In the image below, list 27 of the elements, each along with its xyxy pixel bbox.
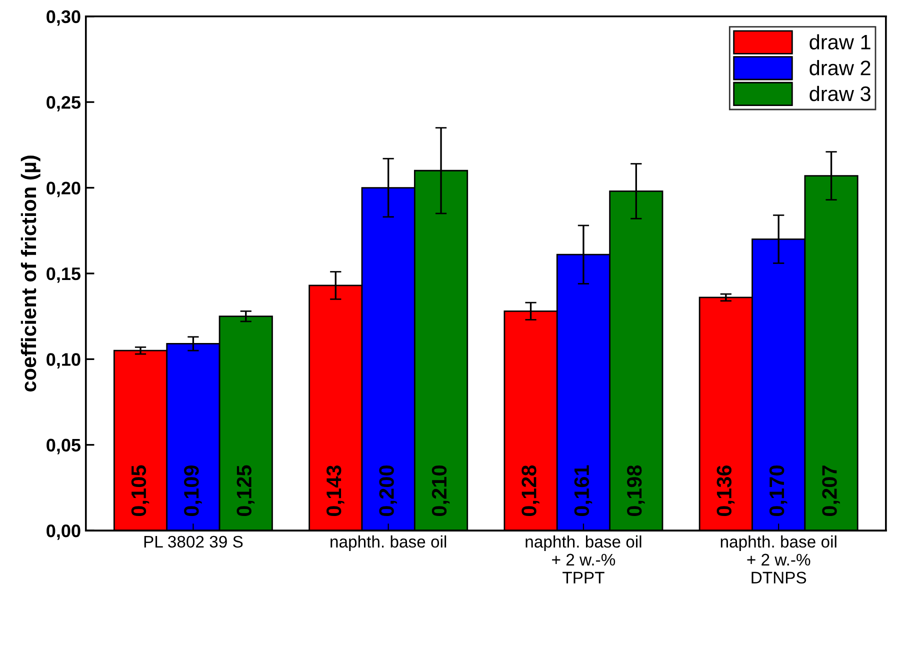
data-label: 0,109 — [184, 465, 202, 516]
y-tick-label: 0,30 — [46, 10, 80, 26]
x-tick-label: naphth. base oil + 2 w.-% DTNPS — [720, 535, 836, 584]
y-tick-label: 0,05 — [46, 438, 81, 454]
data-label: 0,161 — [574, 465, 592, 516]
x-tick-label: PL 3802 39 S — [144, 536, 243, 548]
legend-label: draw 1 — [810, 34, 870, 50]
data-label: 0,125 — [236, 465, 254, 516]
data-label: 0,198 — [626, 465, 645, 516]
data-label: 0,200 — [379, 466, 397, 516]
data-label: 0,105 — [131, 465, 150, 516]
y-tick-label: 0,00 — [46, 524, 80, 540]
data-label: 0,128 — [522, 465, 540, 516]
data-label: 0,143 — [326, 465, 344, 516]
data-label: 0,207 — [822, 466, 840, 516]
x-tick-label: naphth. base oil + 2 w.-% TPPT — [526, 535, 642, 584]
y-tick-label: 0,25 — [46, 96, 81, 112]
legend-label: draw 3 — [810, 86, 870, 102]
data-label: 0,170 — [769, 466, 788, 516]
data-label: 0,136 — [716, 465, 735, 516]
y-tick-label: 0,10 — [46, 353, 80, 368]
y-tick-label: 0,20 — [46, 182, 80, 198]
data-label: 0,210 — [432, 466, 450, 516]
legend-label: draw 2 — [810, 60, 870, 76]
y-axis-title: coefficient of friction (µ) — [20, 156, 40, 392]
y-tick-label: 0,15 — [46, 267, 81, 283]
x-tick-label: naphth. base oil — [330, 535, 446, 551]
